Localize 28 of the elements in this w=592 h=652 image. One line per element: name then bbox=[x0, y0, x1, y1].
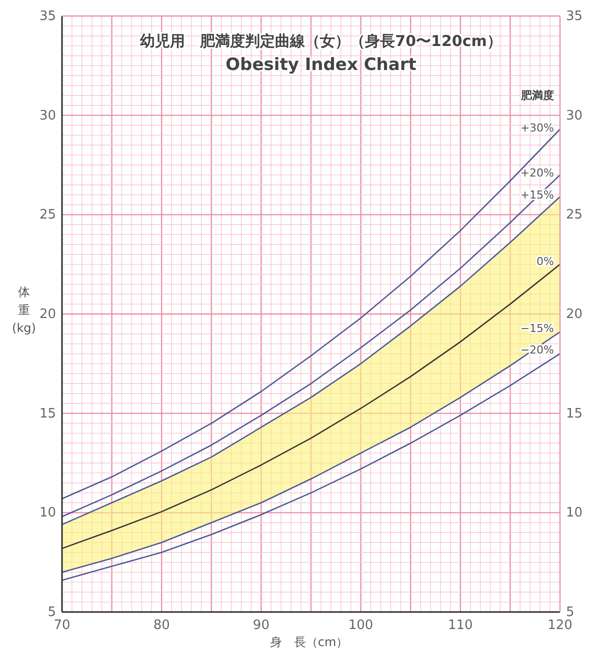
x-tick-label: 80 bbox=[153, 618, 170, 633]
x-tick-label: 90 bbox=[252, 618, 270, 633]
y2-tick-label: 10 bbox=[566, 506, 583, 521]
y-tick-label: 35 bbox=[39, 9, 56, 24]
x-axis-title: 身 長（cm） bbox=[270, 635, 348, 649]
text: Obesity Index Chart bbox=[226, 55, 416, 75]
y-axis-title: 体重(kg) bbox=[12, 285, 36, 335]
x-tick-label: 70 bbox=[54, 618, 70, 633]
y-tick-label: 20 bbox=[39, 307, 56, 322]
y-tick-label: 5 bbox=[48, 605, 56, 620]
series-label: −15% bbox=[520, 322, 554, 335]
y-tick-label: 30 bbox=[39, 108, 56, 124]
legend-title: 肥満度 bbox=[520, 89, 554, 102]
y2-tick-label: 25 bbox=[566, 208, 583, 223]
y2-tick-label: 35 bbox=[566, 9, 583, 24]
x-tick-label: 100 bbox=[348, 618, 374, 633]
y-tick-label: 10 bbox=[39, 506, 56, 521]
series-label: 0% bbox=[536, 255, 554, 268]
y2-tick-label: 20 bbox=[566, 307, 583, 322]
y2-tick-label: 15 bbox=[566, 406, 583, 422]
x-tick-label: 120 bbox=[548, 618, 572, 633]
y2-tick-label: 5 bbox=[566, 605, 574, 620]
y-tick-label: 15 bbox=[39, 406, 56, 422]
y-tick-label: 25 bbox=[39, 208, 56, 223]
series-label: +20% bbox=[520, 166, 554, 180]
y2-tick-label: 30 bbox=[566, 108, 583, 124]
x-tick-label: 110 bbox=[448, 618, 473, 633]
series-label: +30% bbox=[520, 121, 554, 134]
